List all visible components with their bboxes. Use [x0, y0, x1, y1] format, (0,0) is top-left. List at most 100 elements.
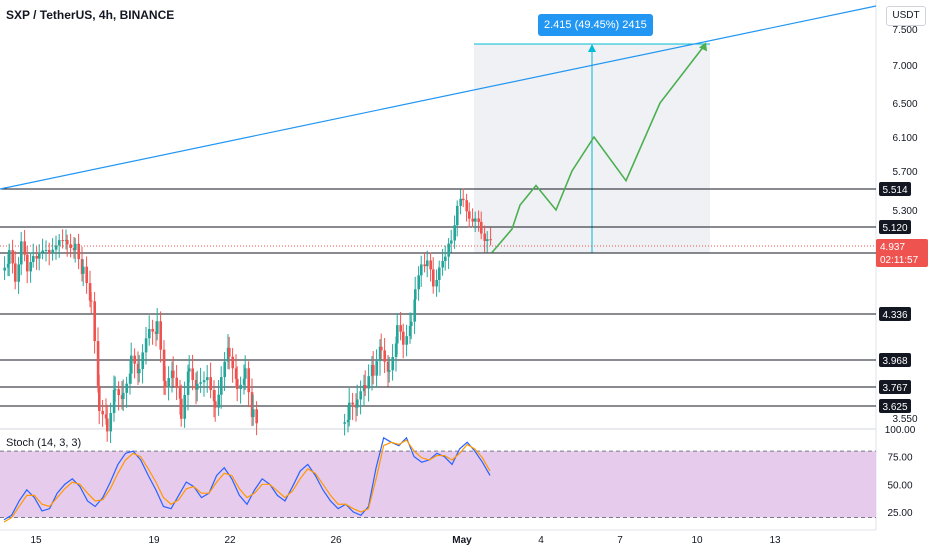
candle-body [44, 249, 48, 251]
candle-body [54, 245, 58, 250]
candle-body [11, 250, 14, 264]
candle-body [186, 371, 190, 395]
currency-selector[interactable]: USDT [886, 6, 926, 26]
candle-body [212, 390, 216, 402]
candle-body [444, 256, 447, 262]
candle-body [239, 384, 242, 389]
candle-body [38, 252, 41, 259]
stoch-band [0, 451, 876, 518]
candle-body [133, 355, 136, 364]
candle-body [450, 240, 453, 244]
candle-body [199, 382, 202, 384]
candle-body [180, 398, 183, 419]
candle-body [465, 200, 468, 212]
candle-body [247, 368, 250, 393]
candle-body [441, 261, 444, 268]
candle-body [101, 410, 104, 415]
x-tick-label: 15 [30, 535, 42, 546]
projection-path [491, 42, 707, 254]
candle-body [244, 368, 247, 379]
candle-body [471, 218, 474, 222]
candle-body [93, 301, 96, 342]
candle-body [214, 401, 217, 408]
candle-body [228, 347, 231, 357]
candle-body [196, 383, 199, 390]
candle-body [346, 419, 350, 423]
candle-body [483, 233, 486, 241]
candle-body [236, 378, 239, 389]
candle-body [429, 260, 432, 270]
level-badge [879, 220, 911, 234]
candle-body [474, 218, 477, 222]
candle-body [159, 321, 162, 350]
stoch-tick-label: 75.00 [887, 453, 912, 464]
candle-body [20, 241, 23, 265]
current-price-badge [876, 239, 928, 267]
candle-body [112, 389, 116, 414]
candle-body [209, 377, 212, 391]
x-tick-label: 7 [617, 535, 623, 546]
candle-body [378, 346, 382, 362]
current-price-label: 4.937 [880, 242, 905, 253]
candle-body [175, 377, 178, 388]
candle-body [51, 249, 54, 254]
candle-body [117, 389, 120, 396]
candle-body [405, 336, 408, 345]
candle-body [234, 368, 238, 379]
trendline [0, 5, 877, 190]
candle-body [423, 264, 426, 267]
stoch-indicator-label: Stoch (14, 3, 3) [6, 437, 82, 449]
y-tick-label: 3.550 [892, 414, 917, 425]
candle-body [462, 198, 465, 201]
candle-body [255, 409, 258, 424]
candle-body [348, 402, 351, 420]
y-tick-label: 6.500 [892, 99, 917, 110]
candle-body [167, 378, 170, 388]
candle-body [136, 363, 140, 374]
candle-body [231, 356, 234, 369]
candle-body [477, 218, 480, 222]
candle-body [77, 243, 80, 260]
chart-title: SXP / TetherUS, 4h, BINANCE [6, 8, 175, 22]
candle-body [372, 364, 375, 376]
candle-body [489, 239, 492, 241]
candle-body [162, 349, 166, 381]
candle-body [426, 260, 429, 267]
candle-body [380, 346, 383, 351]
candle-body [35, 255, 38, 259]
level-label: 5.514 [882, 185, 907, 196]
y-tick-label: 7.500 [892, 25, 917, 36]
candle-body [125, 383, 128, 393]
candle-body [438, 267, 441, 280]
candle-body [109, 413, 112, 432]
candle-body [29, 261, 32, 272]
candle-body [96, 341, 100, 386]
candle-body [17, 264, 20, 282]
candle-body [188, 368, 191, 372]
candle-body [396, 325, 399, 344]
y-tick-label: 7.000 [892, 61, 917, 72]
candle-body [486, 239, 489, 241]
candle-body [8, 250, 11, 264]
candle-body [217, 394, 220, 408]
projection-arrow-head [699, 42, 707, 52]
candle-body [74, 243, 77, 251]
candle-body [41, 250, 44, 253]
stoch-tick-label: 50.00 [887, 480, 912, 491]
stoch-tick-label: 100.00 [885, 425, 916, 436]
candle-body [364, 385, 367, 389]
candle-body [3, 267, 6, 271]
stoch-d-line [3, 439, 491, 523]
x-tick-label: 13 [769, 535, 781, 546]
candle-body [391, 357, 394, 371]
candle-body [394, 343, 398, 358]
candle-body [48, 249, 51, 254]
candle-body [359, 391, 362, 400]
candle-body [435, 279, 438, 287]
x-tick-label: 4 [538, 535, 544, 546]
level-badge [879, 380, 911, 394]
candle-body [183, 394, 186, 419]
candle-body [164, 380, 167, 388]
candle-body [356, 399, 359, 408]
